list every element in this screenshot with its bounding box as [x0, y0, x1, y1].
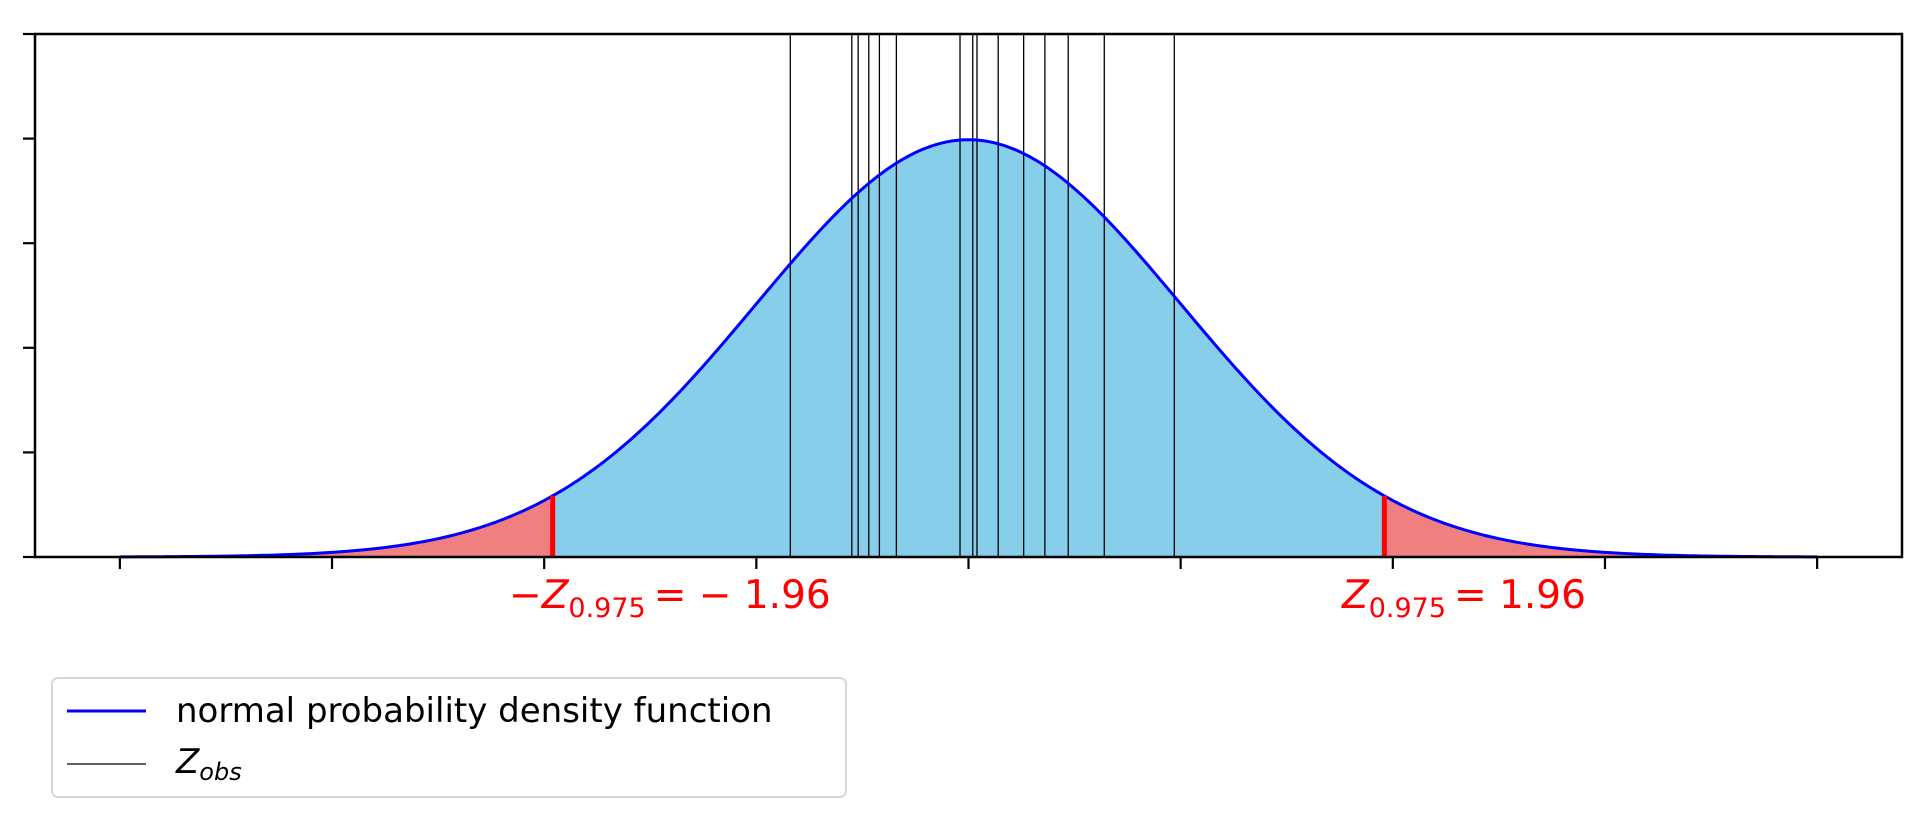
- right-tail-area: [1384, 495, 1818, 557]
- legend-label-pdf: normal probability density function: [176, 691, 773, 731]
- z-obs-lines: [789, 34, 1175, 557]
- pdf-curve: [119, 138, 1818, 559]
- critical-label-right: Z0.975 = 1.96: [1342, 573, 1586, 624]
- critical-value-lines: [550, 495, 1387, 557]
- legend: normal probability density function Zobs: [51, 677, 847, 798]
- center-area: [552, 139, 1385, 557]
- legend-item-zobs: Zobs: [67, 739, 242, 789]
- legend-label-zobs: Zobs: [176, 742, 242, 786]
- left-tail-area: [119, 495, 553, 557]
- plot-axes: [23, 32, 1904, 569]
- legend-swatch-pdf: [67, 709, 146, 713]
- legend-swatch-zobs: [67, 763, 146, 765]
- legend-item-pdf: normal probability density function: [67, 686, 773, 736]
- pdf-curve-group: [119, 138, 1818, 559]
- area-fills: [119, 139, 1818, 557]
- critical-label-left: −Z0.975 = − 1.96: [509, 573, 831, 624]
